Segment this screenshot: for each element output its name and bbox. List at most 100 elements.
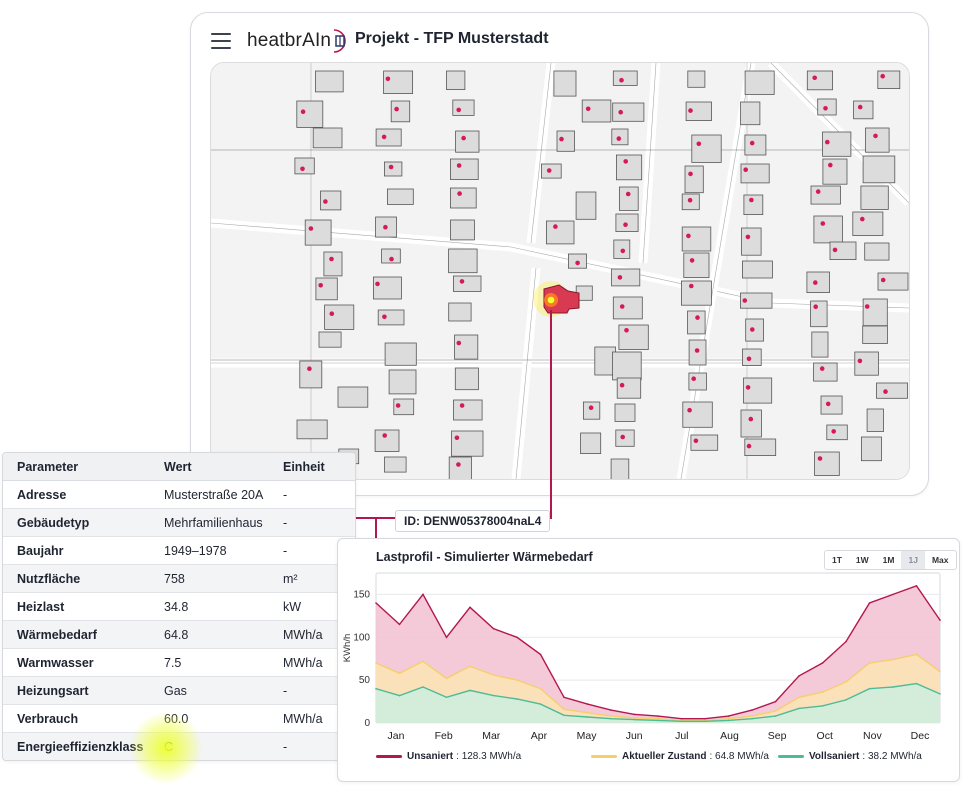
building[interactable]	[691, 134, 722, 163]
range-button-max[interactable]: Max	[931, 555, 949, 565]
building[interactable]	[610, 458, 630, 479]
building[interactable]	[862, 325, 888, 344]
building[interactable]	[682, 401, 713, 428]
building[interactable]	[377, 309, 405, 326]
building[interactable]	[742, 260, 773, 279]
building[interactable]	[612, 351, 642, 381]
building[interactable]	[742, 348, 762, 367]
building[interactable]	[612, 296, 643, 320]
building[interactable]	[862, 155, 896, 184]
building[interactable]	[860, 185, 889, 210]
building[interactable]	[374, 429, 400, 452]
building[interactable]	[611, 268, 641, 287]
building[interactable]	[318, 331, 342, 348]
building[interactable]	[680, 280, 712, 306]
building[interactable]	[452, 275, 482, 292]
building[interactable]	[323, 251, 343, 277]
building[interactable]	[448, 456, 472, 479]
building[interactable]	[615, 154, 643, 181]
building[interactable]	[806, 70, 833, 91]
building[interactable]	[687, 310, 706, 335]
building[interactable]	[743, 377, 773, 404]
building[interactable]	[299, 360, 323, 389]
building[interactable]	[740, 163, 770, 184]
range-button-1t[interactable]: 1T	[832, 555, 842, 565]
building[interactable]	[454, 334, 479, 360]
building[interactable]	[386, 188, 414, 205]
building[interactable]	[683, 252, 710, 278]
building[interactable]	[744, 438, 777, 457]
building[interactable]	[454, 367, 479, 391]
building[interactable]	[685, 101, 712, 122]
range-button-1m[interactable]: 1M	[882, 555, 895, 565]
building[interactable]	[450, 219, 475, 241]
building[interactable]	[452, 99, 475, 116]
building[interactable]	[810, 300, 828, 328]
building[interactable]	[384, 456, 407, 473]
building[interactable]	[813, 362, 838, 382]
building[interactable]	[814, 451, 840, 476]
building[interactable]	[451, 430, 484, 457]
building[interactable]	[744, 134, 767, 156]
building[interactable]	[852, 211, 884, 236]
building[interactable]	[865, 127, 890, 153]
building[interactable]	[453, 399, 483, 421]
building[interactable]	[688, 372, 707, 391]
building[interactable]	[826, 424, 848, 441]
building[interactable]	[581, 99, 612, 123]
map-canvas[interactable]	[211, 63, 909, 479]
building[interactable]	[854, 351, 879, 376]
building[interactable]	[312, 127, 343, 149]
building[interactable]	[681, 226, 712, 252]
building[interactable]	[449, 158, 479, 180]
legend-item[interactable]: Vollsaniert: 38.2 MWh/a	[778, 751, 922, 762]
legend-item[interactable]: Aktueller Zustand: 64.8 MWh/a	[591, 751, 769, 762]
building[interactable]	[372, 276, 402, 300]
building[interactable]	[822, 158, 848, 185]
building[interactable]	[813, 215, 843, 244]
building[interactable]	[616, 377, 642, 399]
building[interactable]	[862, 298, 888, 327]
building[interactable]	[449, 187, 477, 209]
building[interactable]	[383, 70, 414, 95]
building[interactable]	[582, 401, 601, 420]
range-button-1j[interactable]: 1J	[901, 551, 925, 569]
building[interactable]	[390, 100, 411, 123]
building[interactable]	[375, 128, 402, 147]
building[interactable]	[618, 186, 639, 211]
building[interactable]	[740, 292, 773, 309]
building[interactable]	[446, 70, 466, 91]
building[interactable]	[393, 398, 415, 416]
building[interactable]	[806, 271, 830, 294]
building[interactable]	[294, 157, 315, 175]
building[interactable]	[877, 70, 901, 90]
building[interactable]	[315, 70, 344, 93]
building[interactable]	[580, 432, 602, 455]
building[interactable]	[556, 130, 575, 152]
building[interactable]	[618, 324, 649, 350]
building[interactable]	[740, 101, 761, 126]
building[interactable]	[861, 436, 882, 462]
building[interactable]	[744, 70, 775, 95]
building[interactable]	[614, 403, 636, 422]
building[interactable]	[687, 70, 706, 88]
building[interactable]	[381, 248, 401, 264]
building[interactable]	[740, 409, 762, 438]
hamburger-menu-icon[interactable]	[211, 33, 231, 49]
building[interactable]	[448, 302, 472, 322]
building[interactable]	[575, 191, 597, 220]
building[interactable]	[864, 242, 890, 261]
building[interactable]	[615, 213, 639, 232]
building[interactable]	[743, 194, 764, 216]
map-view[interactable]	[210, 62, 910, 480]
building[interactable]	[553, 70, 577, 97]
building[interactable]	[612, 102, 645, 122]
building[interactable]	[296, 100, 324, 128]
building[interactable]	[829, 241, 857, 261]
building[interactable]	[690, 434, 719, 451]
building[interactable]	[448, 248, 478, 274]
legend-item[interactable]: Unsaniert: 128.3 MWh/a	[376, 751, 521, 762]
building[interactable]	[320, 190, 342, 211]
building[interactable]	[545, 220, 575, 245]
building[interactable]	[811, 331, 829, 358]
